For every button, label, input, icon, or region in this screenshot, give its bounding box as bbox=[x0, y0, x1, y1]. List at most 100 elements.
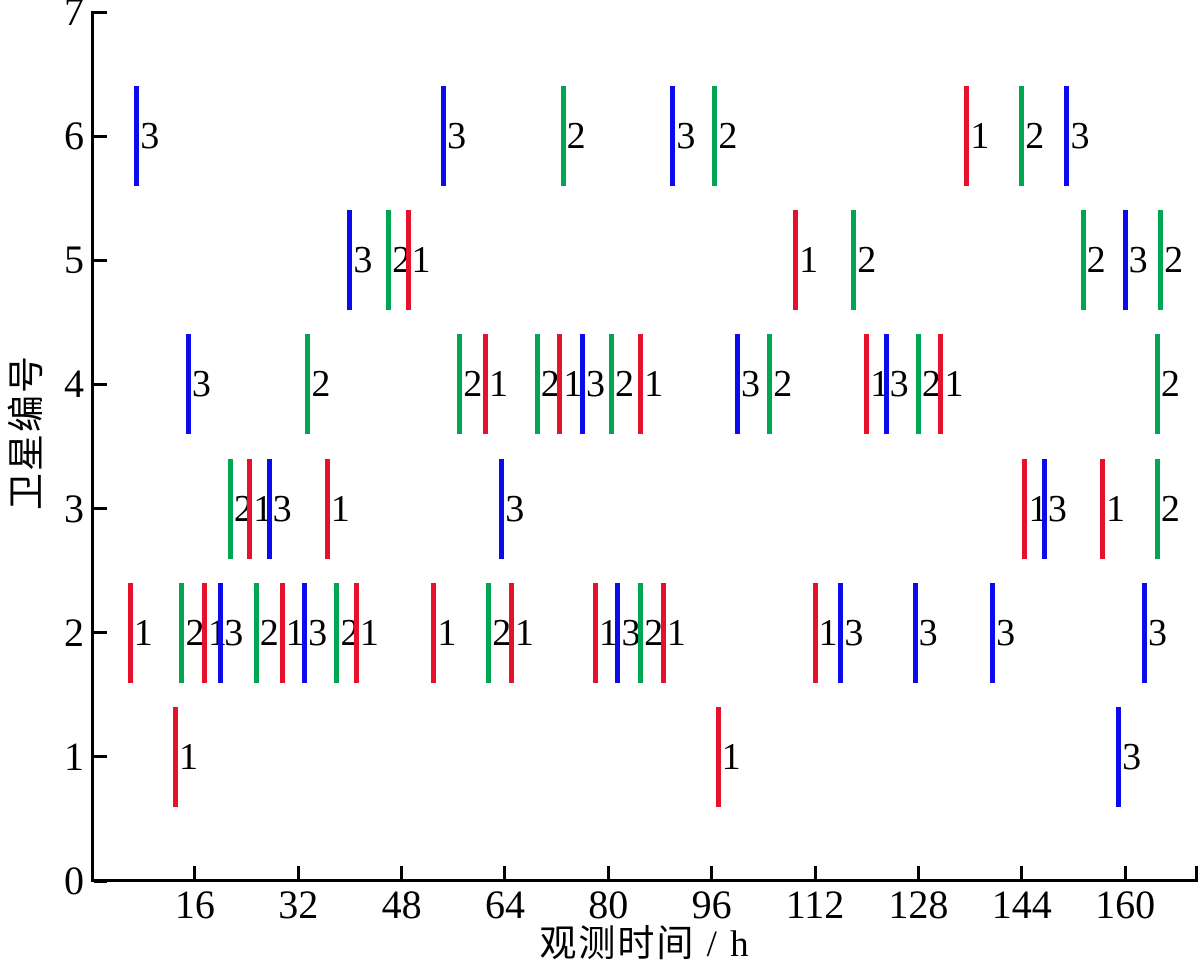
observation-marker bbox=[279, 582, 285, 683]
observation-marker bbox=[1064, 86, 1070, 187]
x-tick bbox=[1020, 866, 1024, 879]
observation-marker bbox=[1099, 458, 1105, 559]
marker-station-label: 2 bbox=[1164, 239, 1184, 282]
observation-marker bbox=[1116, 706, 1122, 807]
observation-marker bbox=[838, 582, 844, 683]
marker-station-label: 3 bbox=[1122, 735, 1142, 778]
x-tick-label: 32 bbox=[278, 882, 319, 927]
marker-station-label: 3 bbox=[140, 115, 160, 158]
marker-station-label: 1 bbox=[818, 611, 838, 654]
marker-station-label: 2 bbox=[463, 363, 483, 406]
observation-marker bbox=[638, 334, 644, 435]
y-tick bbox=[94, 507, 107, 511]
observation-marker bbox=[227, 458, 233, 559]
marker-station-label: 3 bbox=[1147, 611, 1167, 654]
marker-station-label: 1 bbox=[514, 611, 534, 654]
x-tick-label: 96 bbox=[691, 882, 732, 927]
marker-station-label: 3 bbox=[1070, 115, 1090, 158]
marker-station-label: 1 bbox=[666, 611, 686, 654]
observation-marker bbox=[266, 458, 272, 559]
observation-marker bbox=[1122, 210, 1128, 311]
observation-marker bbox=[864, 334, 870, 435]
observation-marker bbox=[592, 582, 598, 683]
x-tick-label: 144 bbox=[991, 882, 1052, 927]
x-tick bbox=[710, 866, 714, 879]
observation-marker bbox=[508, 582, 514, 683]
marker-station-label: 3 bbox=[918, 611, 938, 654]
marker-station-label: 3 bbox=[1128, 239, 1148, 282]
marker-station-label: 3 bbox=[353, 239, 373, 282]
observation-marker bbox=[486, 582, 492, 683]
marker-station-label: 2 bbox=[566, 115, 586, 158]
observation-marker bbox=[247, 458, 253, 559]
observation-marker bbox=[253, 582, 259, 683]
observation-marker bbox=[185, 334, 191, 435]
marker-station-label: 2 bbox=[615, 363, 635, 406]
x-tick-label: 80 bbox=[588, 882, 629, 927]
y-tick-label: 7 bbox=[64, 0, 84, 34]
observation-marker bbox=[305, 334, 311, 435]
y-tick-label: 6 bbox=[64, 113, 84, 159]
x-tick bbox=[400, 866, 404, 879]
marker-station-label: 2 bbox=[540, 363, 560, 406]
y-tick bbox=[94, 755, 107, 759]
y-tick bbox=[94, 258, 107, 262]
x-tick-label: 128 bbox=[888, 882, 949, 927]
x-axis-end-tick bbox=[1194, 866, 1198, 879]
observation-marker bbox=[179, 582, 185, 683]
observation-marker bbox=[990, 582, 996, 683]
observation-marker bbox=[735, 334, 740, 435]
marker-station-label: 1 bbox=[489, 363, 509, 406]
observation-marker bbox=[938, 334, 944, 435]
observation-marker bbox=[1158, 210, 1164, 311]
observation-marker bbox=[202, 582, 208, 683]
y-axis-line bbox=[91, 11, 94, 882]
y-tick-label: 5 bbox=[64, 237, 84, 283]
marker-station-label: 1 bbox=[1105, 487, 1125, 530]
y-tick-label: 2 bbox=[64, 609, 84, 655]
marker-station-label: 3 bbox=[676, 115, 696, 158]
observation-marker bbox=[767, 334, 773, 435]
observation-marker bbox=[615, 582, 621, 683]
marker-station-label: 1 bbox=[133, 611, 153, 654]
observation-marker bbox=[715, 706, 721, 807]
marker-station-label: 2 bbox=[259, 611, 279, 654]
observation-marker bbox=[324, 458, 330, 559]
x-axis-line bbox=[91, 879, 1198, 882]
observation-marker bbox=[1141, 582, 1147, 683]
marker-station-label: 2 bbox=[1160, 363, 1180, 406]
marker-station-label: 3 bbox=[889, 363, 909, 406]
observation-marker bbox=[127, 582, 133, 683]
x-tick-label: 64 bbox=[484, 882, 525, 927]
x-tick bbox=[606, 866, 610, 879]
marker-station-label: 3 bbox=[996, 611, 1016, 654]
observation-marker bbox=[1080, 210, 1086, 311]
marker-station-label: 1 bbox=[563, 363, 583, 406]
marker-station-label: 1 bbox=[285, 611, 305, 654]
observation-marker bbox=[134, 86, 140, 187]
x-tick-label: 112 bbox=[785, 882, 845, 927]
y-tick bbox=[94, 134, 107, 138]
y-axis-title: 卫星编号 bbox=[7, 354, 48, 510]
marker-station-label: 2 bbox=[1160, 487, 1180, 530]
y-tick-label: 1 bbox=[64, 733, 84, 779]
observation-marker bbox=[812, 582, 818, 683]
marker-station-label: 1 bbox=[330, 487, 350, 530]
marker-station-label: 3 bbox=[585, 363, 605, 406]
marker-station-label: 3 bbox=[308, 611, 328, 654]
marker-station-label: 2 bbox=[492, 611, 512, 654]
observation-marker bbox=[660, 582, 666, 683]
marker-station-label: 1 bbox=[178, 735, 198, 778]
observation-marker bbox=[579, 334, 585, 435]
observation-marker bbox=[218, 582, 224, 683]
observation-marker bbox=[1154, 458, 1160, 559]
observation-marker bbox=[499, 458, 505, 559]
observation-marker bbox=[1154, 334, 1160, 435]
x-tick bbox=[813, 866, 817, 879]
marker-station-label: 1 bbox=[411, 239, 431, 282]
observation-marker bbox=[1041, 458, 1047, 559]
observation-marker bbox=[912, 582, 918, 683]
observation-marker bbox=[1022, 458, 1028, 559]
observation-marker bbox=[347, 210, 353, 311]
